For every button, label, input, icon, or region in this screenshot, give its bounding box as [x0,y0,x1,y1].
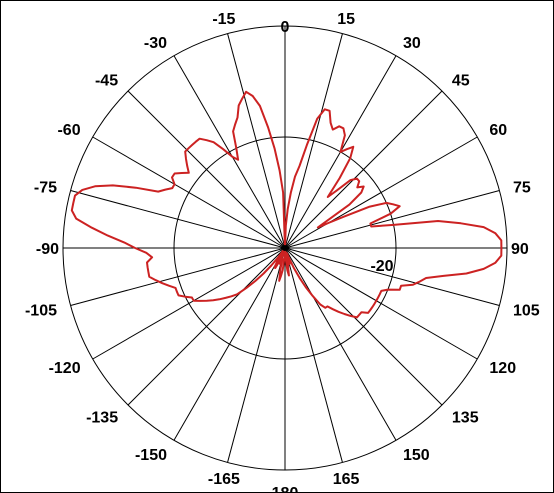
spoke-m15 [227,33,286,249]
angle-tick-label: 30 [403,35,421,52]
angle-tick-label: -135 [86,409,118,426]
spoke-m60 [92,136,286,249]
angle-tick-label: 120 [489,360,516,377]
spoke-45 [284,90,443,249]
spoke-m75 [70,190,286,249]
pattern-trace [70,90,503,319]
angle-tick-label: 60 [489,122,507,139]
spoke-m150 [173,247,286,441]
spoke-105 [284,247,500,306]
ring-labels: -20 [370,258,393,275]
angle-tick-label: 150 [403,447,430,464]
angle-tick-label: 135 [452,409,479,426]
angle-tick-label: 75 [513,179,531,196]
spoke-m45 [127,90,286,249]
angle-tick-label: -120 [49,360,81,377]
angle-tick-label: 165 [333,471,360,488]
angle-tick-label: 105 [513,303,540,320]
spoke-75 [284,190,500,249]
angle-tick-label: -15 [212,11,235,28]
spoke-15 [284,33,343,249]
angle-tick-label: -90 [36,241,59,258]
angle-tick-label: 180 [272,485,299,492]
spoke-120 [284,247,478,360]
spoke-m30 [173,55,286,249]
angle-tick-label: 0 [281,19,290,36]
angle-tick-label: 90 [511,241,529,258]
angle-tick-label: -45 [95,73,118,90]
angle-tick-label: -165 [208,471,240,488]
spoke-135 [284,247,443,406]
angle-tick-label: -30 [144,35,167,52]
spoke-m135 [127,247,286,406]
angle-tick-label: -105 [25,303,57,320]
center-point [282,245,288,251]
spoke-165 [284,247,343,463]
ring-label: -20 [370,258,393,275]
spoke-m120 [92,247,286,360]
angle-tick-label: 45 [452,73,470,90]
spoke-m165 [227,247,286,463]
pattern-trace-group [70,90,503,319]
spoke-150 [284,247,397,441]
angle-tick-label: 15 [337,11,355,28]
spoke-m105 [70,247,286,306]
angle-tick-label: -60 [57,122,80,139]
angle-tick-labels: 0 15 30 45 60 75 90 105 120 135 150 165 180 -165 -150 -… [25,11,540,492]
angle-tick-label: -75 [34,179,57,196]
spoke-60 [284,136,478,249]
angle-tick-label: -150 [135,447,167,464]
